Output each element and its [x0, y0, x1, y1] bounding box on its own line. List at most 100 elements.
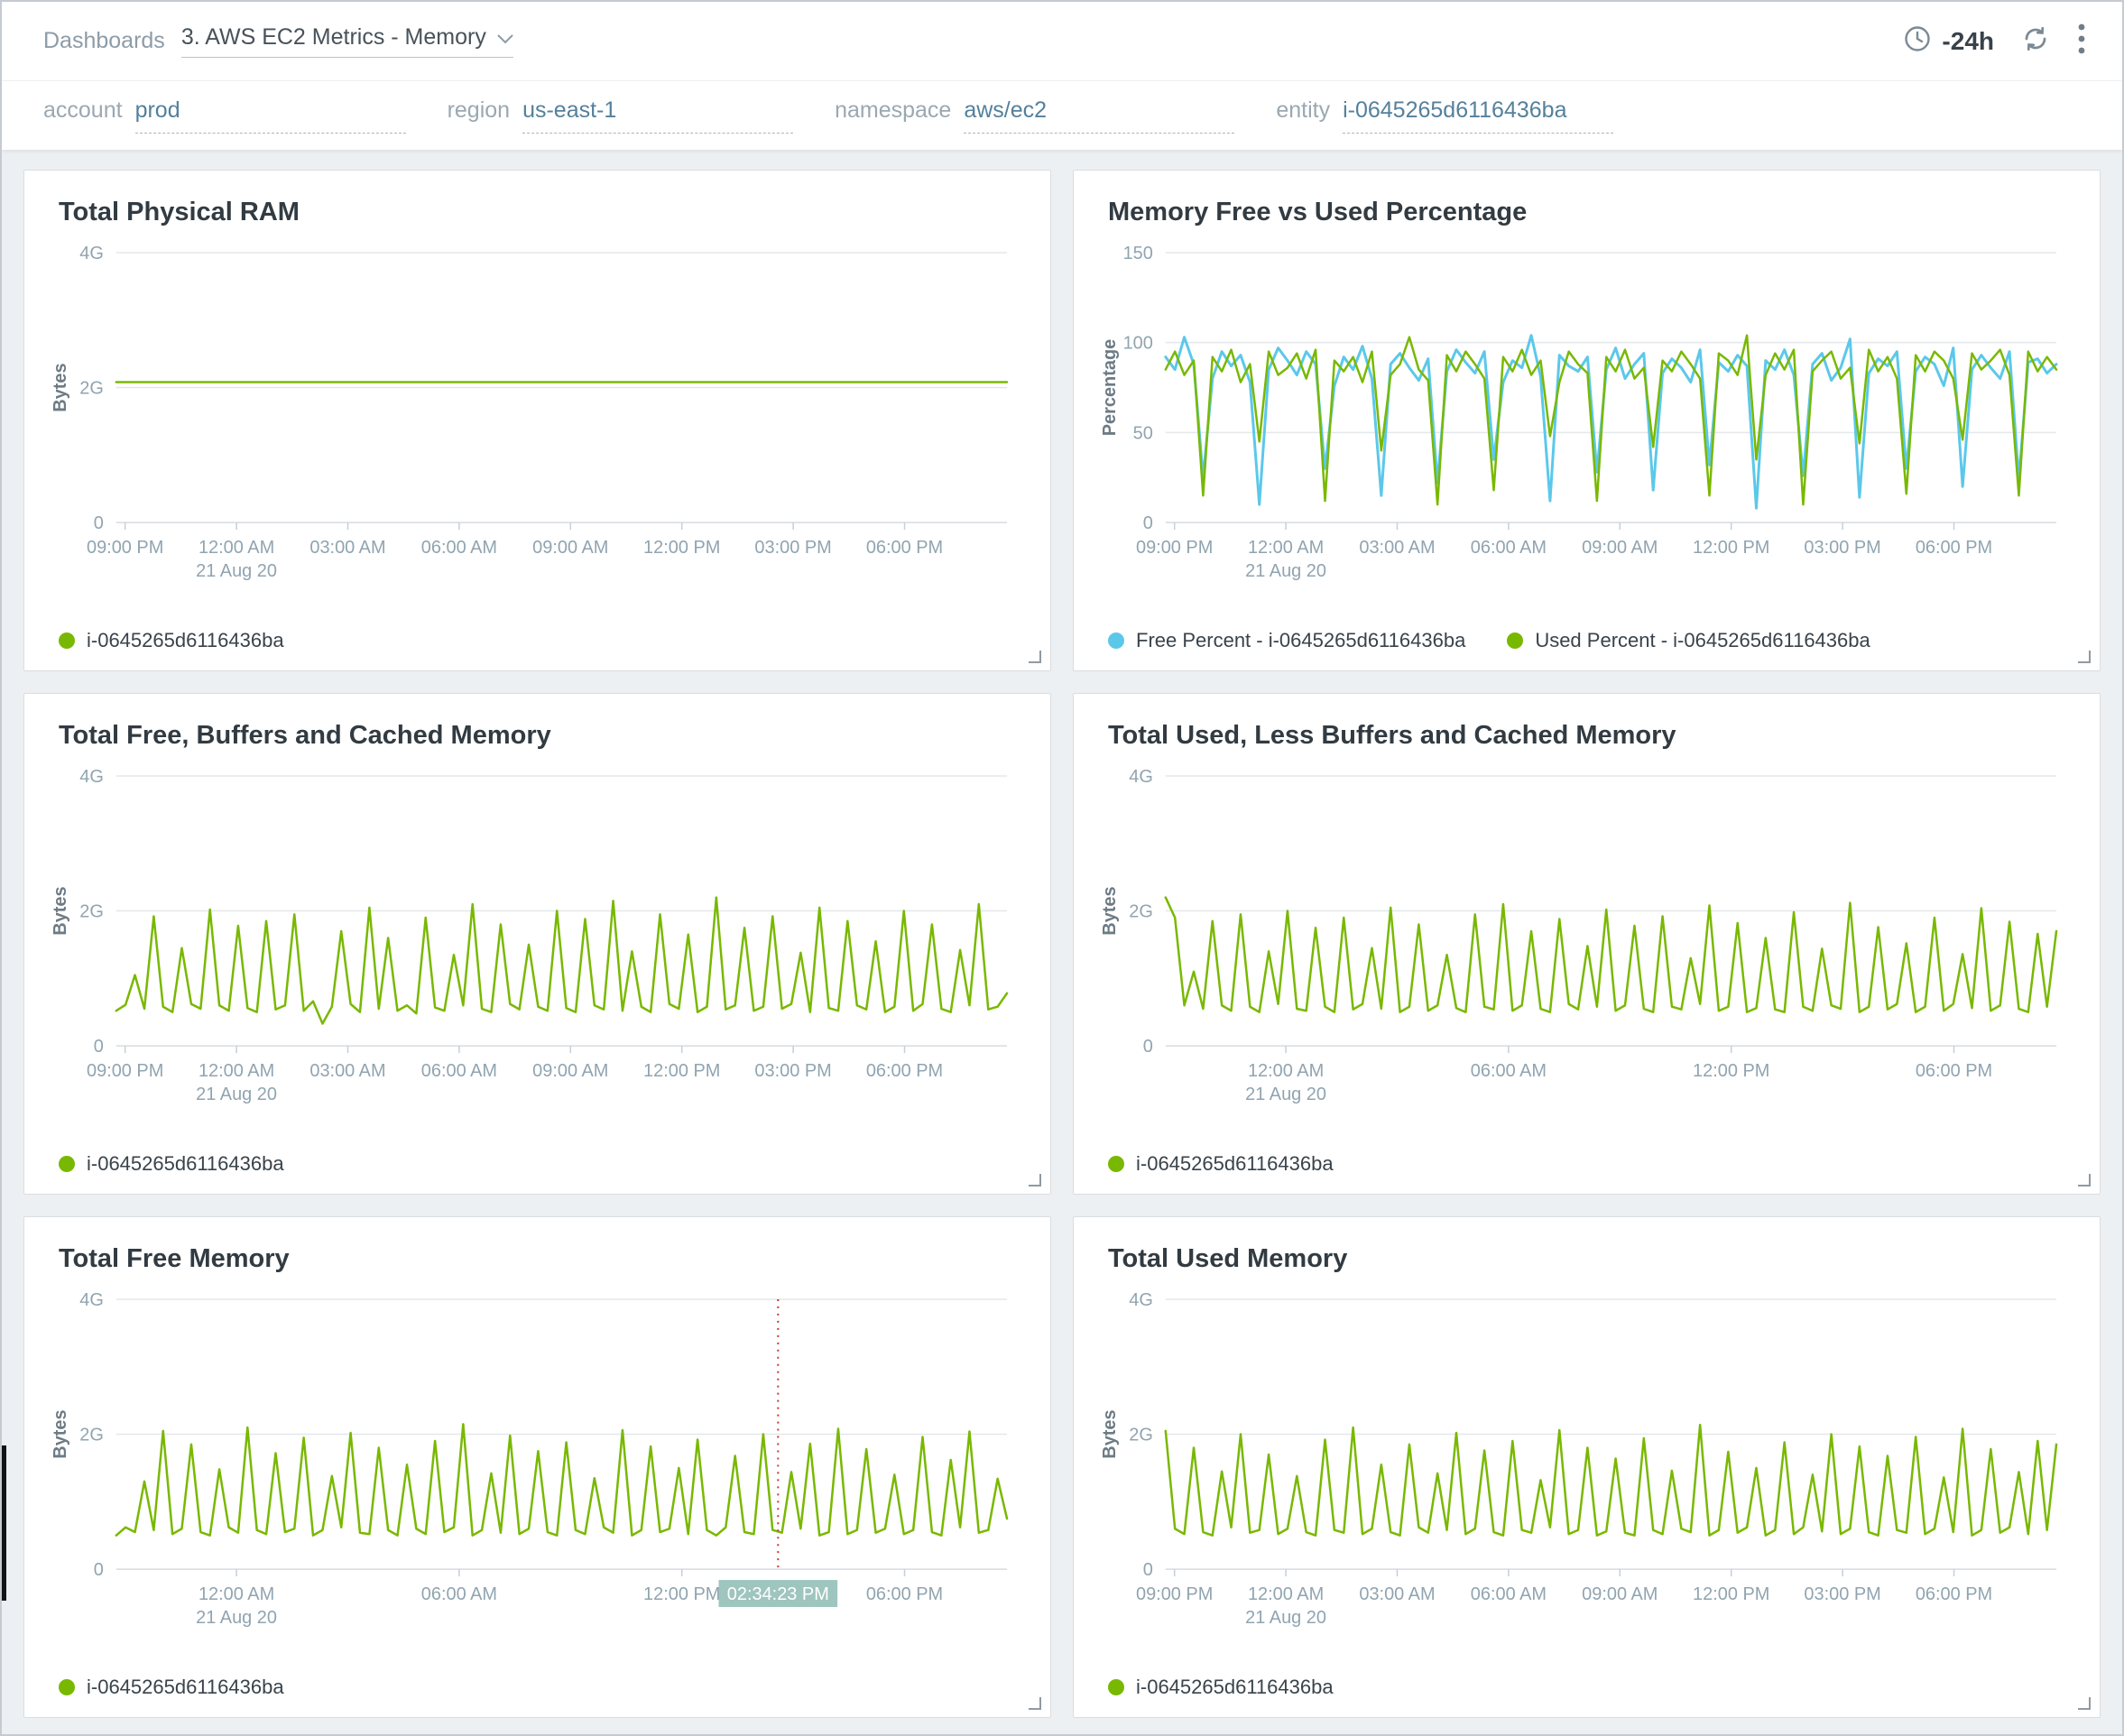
filter-label: account: [43, 97, 123, 123]
svg-text:09:00 PM: 09:00 PM: [1136, 1584, 1213, 1604]
legend-item[interactable]: Free Percent - i-0645265d6116436ba: [1108, 629, 1465, 652]
kebab-menu-icon: [2077, 23, 2086, 60]
chart-plot[interactable]: 0 50 100 150 Percentage 09:00 PM 12:00 AM 21 Au…: [1101, 238, 2073, 600]
chart-legend: i-0645265d6116436ba: [59, 1152, 1023, 1176]
svg-text:06:00 PM: 06:00 PM: [1916, 538, 1992, 558]
legend-item[interactable]: i-0645265d6116436ba: [59, 629, 284, 652]
svg-text:03:00 AM: 03:00 AM: [1359, 538, 1435, 558]
filter-region-value[interactable]: us-east-1: [522, 97, 794, 134]
svg-text:21 Aug 20: 21 Aug 20: [1245, 1085, 1326, 1104]
svg-text:12:00 AM: 12:00 AM: [1248, 1061, 1324, 1081]
svg-text:06:00 PM: 06:00 PM: [866, 1584, 943, 1604]
chart-plot[interactable]: 0 2G 4G Bytes 09:00 PM 12:00 AM 21 Aug 20 03:00…: [1101, 1285, 2073, 1647]
dashboard-title: 3. AWS EC2 Metrics - Memory: [180, 24, 486, 50]
resize-handle[interactable]: [1029, 1697, 1041, 1710]
top-bar-actions: -24h: [1904, 23, 2086, 60]
filter-entity: entity i-0645265d6116436ba: [1276, 97, 1614, 134]
svg-text:06:00 PM: 06:00 PM: [866, 1061, 943, 1081]
svg-text:06:00 AM: 06:00 AM: [421, 1061, 497, 1081]
chart-plot[interactable]: 0 2G 4G Bytes 12:00 AM 21 Aug 20 06:00 AM 12:00…: [1101, 762, 2073, 1123]
filter-entity-value[interactable]: i-0645265d6116436ba: [1343, 97, 1614, 134]
filter-label: namespace: [835, 97, 952, 123]
legend-dot: [59, 1679, 75, 1695]
svg-text:09:00 PM: 09:00 PM: [1136, 538, 1213, 558]
more-menu-button[interactable]: [2077, 23, 2086, 60]
svg-text:12:00 PM: 12:00 PM: [1693, 1061, 1769, 1081]
svg-text:2G: 2G: [79, 1426, 104, 1445]
svg-text:Bytes: Bytes: [51, 886, 70, 935]
svg-text:12:00 PM: 12:00 PM: [643, 1584, 720, 1604]
resize-handle[interactable]: [1029, 651, 1041, 663]
svg-text:4G: 4G: [79, 1290, 104, 1310]
svg-text:21 Aug 20: 21 Aug 20: [196, 1608, 277, 1628]
chart-legend: i-0645265d6116436ba: [59, 629, 1023, 652]
dashboard-selector[interactable]: 3. AWS EC2 Metrics - Memory: [180, 24, 513, 58]
panel-title: Total Used, Less Buffers and Cached Memo…: [1108, 721, 1676, 750]
svg-text:Bytes: Bytes: [1101, 1409, 1120, 1458]
resize-handle[interactable]: [2078, 1697, 2091, 1710]
chart-plot[interactable]: 0 2G 4G Bytes 12:00 AM 21 Aug 20 06:00 AM 12:00…: [51, 1285, 1023, 1647]
legend-label: Free Percent - i-0645265d6116436ba: [1136, 629, 1466, 651]
svg-text:Bytes: Bytes: [1101, 886, 1120, 935]
svg-text:4G: 4G: [79, 244, 104, 263]
chart-panel-total-free-memory: Total Free Memory 0 2G 4G Bytes 12:00 AM 21 A…: [23, 1216, 1051, 1718]
svg-text:03:00 PM: 03:00 PM: [1804, 538, 1880, 558]
chart-legend: i-0645265d6116436ba: [59, 1676, 1023, 1699]
resize-handle[interactable]: [2078, 651, 2091, 663]
svg-text:100: 100: [1123, 334, 1153, 354]
legend-item[interactable]: i-0645265d6116436ba: [59, 1152, 284, 1176]
resize-handle[interactable]: [1029, 1174, 1041, 1187]
resize-handle[interactable]: [2078, 1174, 2091, 1187]
svg-text:12:00 AM: 12:00 AM: [1248, 538, 1324, 558]
filter-region: region us-east-1: [448, 97, 794, 134]
svg-text:12:00 PM: 12:00 PM: [643, 1061, 720, 1081]
svg-text:12:00 AM: 12:00 AM: [199, 1584, 274, 1604]
legend-dot: [1108, 1156, 1124, 1172]
svg-text:12:00 AM: 12:00 AM: [1248, 1584, 1324, 1604]
legend-item[interactable]: i-0645265d6116436ba: [1108, 1676, 1334, 1699]
chevron-down-icon: [497, 24, 513, 51]
svg-text:02:34:23 PM: 02:34:23 PM: [727, 1584, 829, 1604]
legend-dot: [1108, 1679, 1124, 1695]
chart-legend: i-0645265d6116436ba: [1108, 1152, 2073, 1176]
legend-label: i-0645265d6116436ba: [87, 1152, 284, 1175]
breadcrumb: Dashboards: [43, 28, 165, 53]
svg-text:12:00 PM: 12:00 PM: [1693, 538, 1769, 558]
svg-text:0: 0: [94, 513, 104, 533]
legend-label: i-0645265d6116436ba: [1136, 1152, 1334, 1175]
svg-text:12:00 AM: 12:00 AM: [199, 1061, 274, 1081]
refresh-button[interactable]: [2021, 24, 2050, 58]
chart-plot[interactable]: 0 2G 4G Bytes 09:00 PM 12:00 AM 21 Aug 20 03:00…: [51, 238, 1023, 600]
legend-label: Used Percent - i-0645265d6116436ba: [1535, 629, 1870, 651]
refresh-icon: [2021, 24, 2050, 58]
legend-dot: [59, 1156, 75, 1172]
legend-item[interactable]: i-0645265d6116436ba: [1108, 1152, 1334, 1176]
svg-text:2G: 2G: [1129, 1426, 1153, 1445]
svg-text:06:00 AM: 06:00 AM: [1471, 1061, 1547, 1081]
clock-icon: [1904, 25, 1931, 57]
svg-text:03:00 PM: 03:00 PM: [1804, 1584, 1880, 1604]
chart-panel-total-physical-ram: Total Physical RAM 0 2G 4G Bytes 09:00 PM 12:…: [23, 170, 1051, 671]
chart-plot[interactable]: 0 2G 4G Bytes 09:00 PM 12:00 AM 21 Aug 20 03:00…: [51, 762, 1023, 1123]
svg-text:06:00 AM: 06:00 AM: [421, 1584, 497, 1604]
svg-text:Percentage: Percentage: [1101, 339, 1120, 437]
left-scrollbar-thumb[interactable]: [2, 1445, 6, 1601]
legend-label: i-0645265d6116436ba: [1136, 1676, 1334, 1698]
time-range-picker[interactable]: -24h: [1904, 25, 1994, 57]
legend-item[interactable]: i-0645265d6116436ba: [59, 1676, 284, 1699]
filter-account-value[interactable]: prod: [134, 97, 406, 134]
svg-text:03:00 PM: 03:00 PM: [754, 1061, 831, 1081]
svg-text:06:00 PM: 06:00 PM: [866, 538, 943, 558]
svg-text:0: 0: [1143, 1560, 1153, 1580]
svg-text:2G: 2G: [79, 902, 104, 922]
filter-namespace-value[interactable]: aws/ec2: [964, 97, 1235, 134]
svg-text:06:00 AM: 06:00 AM: [421, 538, 497, 558]
svg-text:2G: 2G: [1129, 902, 1153, 922]
svg-text:50: 50: [1133, 423, 1153, 443]
svg-text:21 Aug 20: 21 Aug 20: [1245, 1608, 1326, 1628]
filter-label: entity: [1276, 97, 1331, 123]
svg-text:03:00 AM: 03:00 AM: [309, 538, 385, 558]
legend-item[interactable]: Used Percent - i-0645265d6116436ba: [1507, 629, 1870, 652]
svg-text:21 Aug 20: 21 Aug 20: [196, 561, 277, 581]
svg-text:21 Aug 20: 21 Aug 20: [1245, 561, 1326, 581]
